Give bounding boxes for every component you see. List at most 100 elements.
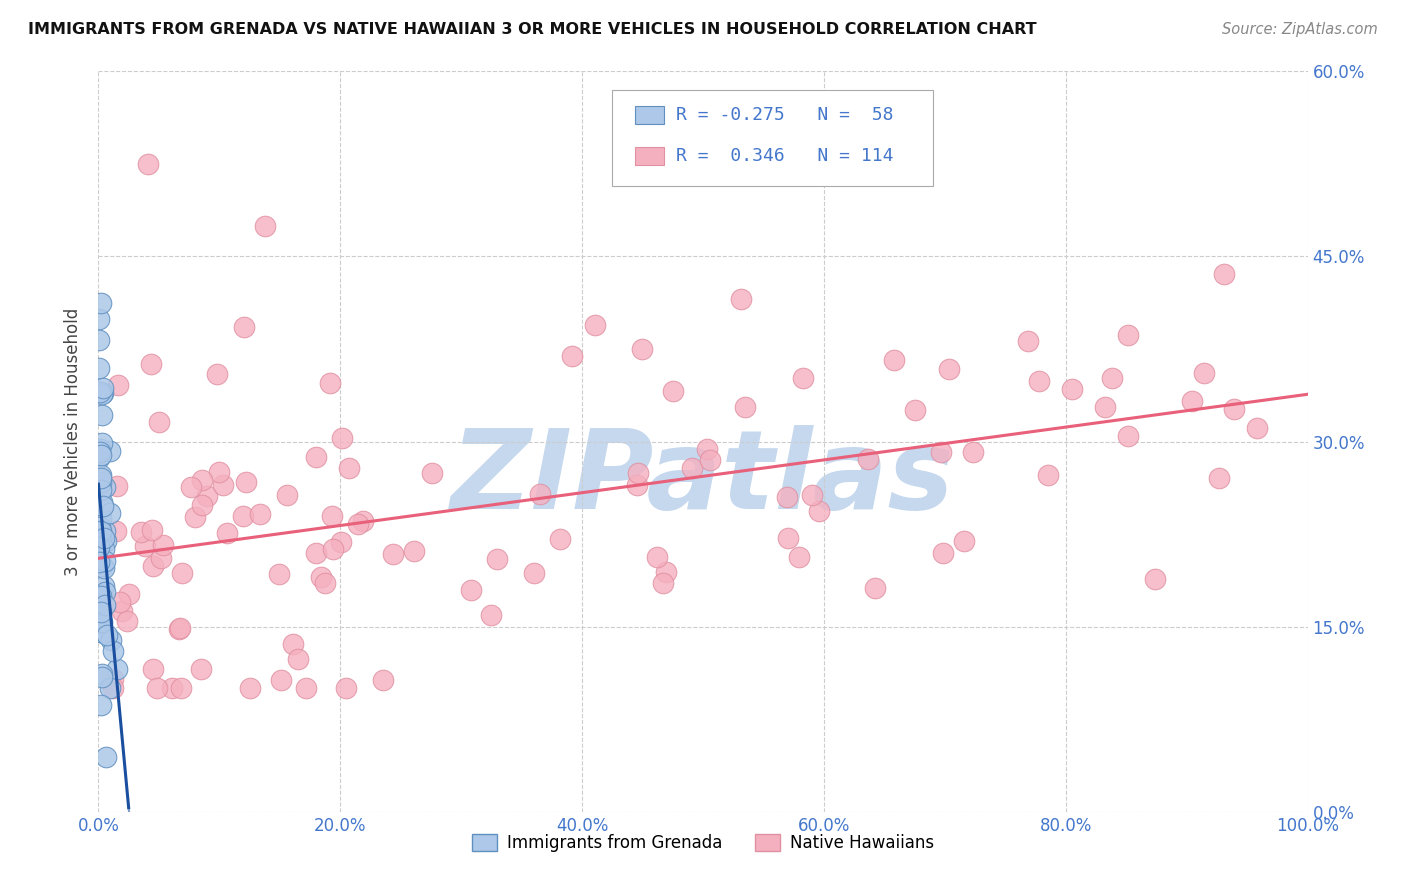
Point [205,367,228,381]
Point [381,547,404,561]
Point [1208,471,1230,485]
Point [169,621,191,635]
Point [183,510,205,524]
Point [787,550,810,565]
Point [93,541,115,556]
Point [1116,328,1139,343]
Point [1028,374,1050,388]
Point [91,494,114,508]
Point [93,560,115,574]
Point [1222,402,1244,417]
Point [953,533,976,548]
Point [583,318,606,333]
Point [314,576,336,591]
Point [208,465,231,479]
Point [89,498,111,512]
Point [270,673,292,688]
Point [1118,428,1140,442]
Point [90,296,112,310]
Point [87,312,110,326]
Point [96,628,118,642]
Point [90,615,112,629]
Point [304,450,326,465]
Point [269,566,291,581]
Point [89,540,111,554]
Point [311,569,333,583]
Point [87,333,110,347]
Point [655,566,678,580]
Point [91,387,114,401]
Point [807,504,830,518]
Point [1094,400,1116,414]
Point [148,415,170,429]
Point [792,371,814,385]
Point [170,566,193,580]
FancyBboxPatch shape [636,106,664,124]
Point [929,445,952,459]
Point [138,157,160,171]
Point [96,750,118,764]
Point [420,466,443,480]
Point [1144,573,1167,587]
Point [90,605,112,619]
Point [696,442,718,456]
Point [87,361,110,376]
Point [548,532,571,546]
Point [254,219,277,233]
Point [90,510,112,524]
Point [89,625,111,640]
Point [775,490,797,504]
Point [662,384,685,398]
Point [1017,334,1039,349]
Point [481,608,503,623]
Point [93,532,115,546]
Text: R =  0.346   N = 114: R = 0.346 N = 114 [676,147,894,165]
Point [460,582,482,597]
Point [87,615,110,630]
Point [89,449,111,463]
Point [352,515,374,529]
Point [322,542,344,557]
Point [730,292,752,306]
Point [87,555,110,569]
Point [191,473,214,487]
Point [681,460,703,475]
Point [932,546,955,560]
Point [1101,371,1123,385]
Point [371,673,394,687]
Point [90,625,112,640]
Legend: Immigrants from Grenada, Native Hawaiians: Immigrants from Grenada, Native Hawaiian… [465,828,941,859]
Point [1181,393,1204,408]
Point [276,488,298,502]
Point [160,681,183,696]
Point [211,478,233,492]
Point [89,444,111,458]
Point [94,534,117,549]
Point [98,506,121,520]
Point [90,698,112,713]
Point [142,662,165,676]
Point [94,585,117,599]
Point [215,525,238,540]
Point [145,681,167,696]
Point [330,432,353,446]
Y-axis label: 3 or more Vehicles in Household: 3 or more Vehicles in Household [65,308,83,575]
Point [232,320,254,334]
Point [858,452,880,467]
Point [347,517,370,532]
Point [98,444,121,458]
Point [305,546,328,560]
Point [91,559,114,574]
Point [962,445,984,459]
Point [105,662,128,676]
Point [232,508,254,523]
Point [90,667,112,681]
Point [115,614,138,628]
Point [108,595,131,609]
Point [98,681,121,695]
Point [149,551,172,566]
Point [117,587,139,601]
Point [295,681,318,696]
Point [330,534,353,549]
Text: ZIPatlas: ZIPatlas [451,425,955,532]
